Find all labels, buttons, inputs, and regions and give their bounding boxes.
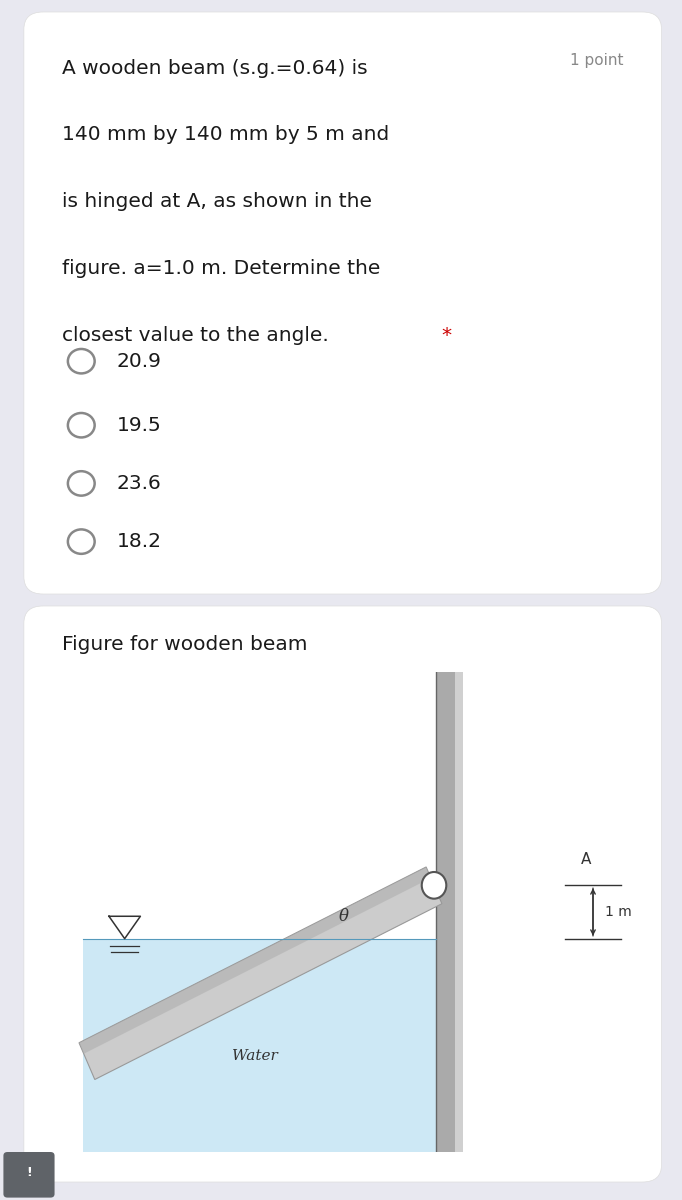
Text: Water: Water — [232, 1049, 278, 1063]
Text: Figure for wooden beam: Figure for wooden beam — [62, 635, 308, 654]
Text: 23.6: 23.6 — [117, 474, 161, 493]
Bar — [436, 672, 464, 1152]
Polygon shape — [79, 866, 442, 1080]
Circle shape — [421, 872, 446, 899]
FancyBboxPatch shape — [3, 1152, 55, 1198]
Text: θ: θ — [338, 908, 349, 925]
Text: figure. a=1.0 m. Determine the: figure. a=1.0 m. Determine the — [62, 259, 381, 278]
Bar — [83, 938, 436, 1152]
Text: 1 m: 1 m — [606, 905, 632, 919]
Text: 140 mm by 140 mm by 5 m and: 140 mm by 140 mm by 5 m and — [62, 126, 389, 144]
Bar — [456, 672, 464, 1152]
Text: 20.9: 20.9 — [117, 352, 161, 371]
Text: 19.5: 19.5 — [117, 415, 161, 434]
FancyBboxPatch shape — [24, 606, 662, 1182]
Text: 1 point: 1 point — [569, 53, 623, 67]
Text: is hinged at A, as shown in the: is hinged at A, as shown in the — [62, 192, 372, 211]
Text: 18.2: 18.2 — [117, 532, 162, 551]
Text: !: ! — [26, 1165, 32, 1178]
Text: *: * — [441, 326, 451, 346]
Text: closest value to the angle.: closest value to the angle. — [62, 326, 336, 346]
Text: A wooden beam (s.g.=0.64) is: A wooden beam (s.g.=0.64) is — [62, 59, 368, 78]
Polygon shape — [79, 866, 431, 1054]
Text: A: A — [580, 852, 591, 866]
FancyBboxPatch shape — [24, 12, 662, 594]
